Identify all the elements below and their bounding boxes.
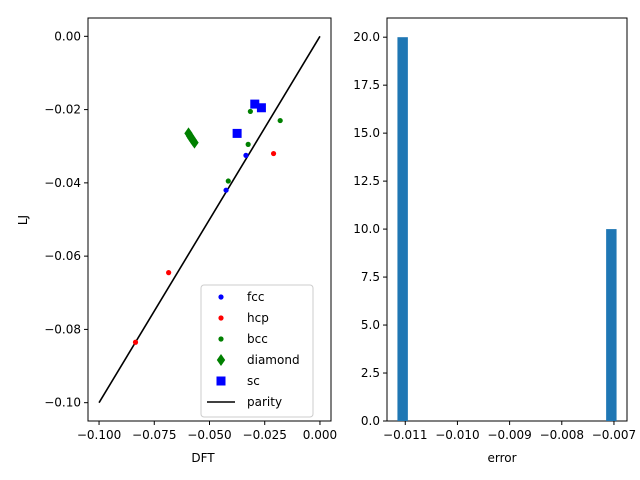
histogram-axes-frame (386, 17, 628, 422)
legend-sc-handle (216, 376, 226, 386)
sc-point (232, 128, 242, 138)
fcc-point (243, 152, 249, 158)
scatter-x-tick-label: −0.100 (77, 428, 121, 442)
histogram-y-tick-label: 0.0 (361, 414, 380, 428)
histogram-y-tick-label: 20.0 (353, 30, 380, 44)
legend-fcc-label: fcc (247, 290, 264, 304)
histogram-x-tick-label: −0.011 (383, 428, 427, 442)
scatter-y-tick-label: −0.10 (44, 396, 81, 410)
histogram-bar (397, 37, 408, 421)
scatter-x-tick-label: 0.000 (303, 428, 337, 442)
legend-diamond-label: diamond (247, 353, 300, 367)
legend-fcc-handle (218, 294, 224, 300)
histogram-y-tick-label: 2.5 (361, 366, 380, 380)
histogram-bar (606, 229, 617, 421)
legend-bcc-handle (218, 336, 224, 342)
bcc-point (245, 141, 251, 147)
scatter-marks (98, 35, 321, 404)
legend-hcp-label: hcp (247, 311, 269, 325)
scatter-legend: fcc hcp bcc diamond sc parity (200, 284, 314, 418)
bcc-point (247, 108, 253, 115)
histogram-x-ticks: −0.011 −0.010 −0.009 −0.008 −0.007 (383, 421, 636, 442)
hcp-point (270, 150, 277, 157)
histogram-plot: −0.011 −0.010 −0.009 −0.008 −0.007 0.0 2.5 5.0… (353, 17, 636, 465)
histogram-y-tick-label: 12.5 (353, 174, 380, 188)
hcp-point (166, 270, 172, 276)
histogram-y-tick-label: 15.0 (353, 126, 380, 140)
legend-sc-label: sc (247, 374, 260, 388)
legend-parity-label: parity (247, 395, 282, 409)
histogram-x-tick-label: −0.008 (540, 428, 584, 442)
legend-bcc-label: bcc (247, 332, 268, 346)
histogram-y-ticks: 0.0 2.5 5.0 7.5 10.0 12.5 15.0 17.5 20.0 (353, 30, 387, 428)
scatter-y-tick-label: 0.00 (54, 29, 81, 43)
scatter-y-tick-label: −0.08 (44, 322, 81, 336)
histogram-y-tick-label: 17.5 (353, 78, 380, 92)
scatter-y-tick-label: −0.02 (44, 103, 81, 117)
hcp-point (132, 339, 139, 345)
scatter-plot: −0.100 −0.075 −0.050 −0.025 0.000 −0.10 −0.08… (16, 17, 337, 465)
scatter-y-axis-label: LJ (16, 215, 30, 225)
histogram-x-tick-label: −0.010 (435, 428, 479, 442)
scatter-x-tick-label: −0.075 (132, 428, 176, 442)
scatter-x-ticks: −0.100 −0.075 −0.050 −0.025 0.000 (77, 421, 337, 442)
legend-diamond-handle (216, 354, 226, 366)
legend-hcp-handle (218, 315, 224, 321)
histogram-x-tick-label: −0.007 (592, 428, 636, 442)
diamond-point (190, 136, 199, 149)
scatter-y-tick-label: −0.04 (44, 176, 81, 190)
bcc-point (225, 178, 231, 184)
sc-point (250, 99, 260, 109)
histogram-y-tick-label: 5.0 (361, 318, 380, 332)
legend-box (200, 284, 314, 418)
scatter-x-axis-label: DFT (191, 451, 215, 465)
fcc-point (223, 187, 229, 193)
scatter-x-tick-label: −0.050 (187, 428, 231, 442)
histogram-y-tick-label: 7.5 (361, 270, 380, 284)
scatter-y-ticks: −0.10 −0.08 −0.06 −0.04 −0.02 0.00 (44, 29, 88, 410)
histogram-bars (397, 37, 617, 421)
histogram-y-tick-label: 10.0 (353, 222, 380, 236)
scatter-y-tick-label: −0.06 (44, 249, 81, 263)
bcc-point (277, 117, 283, 124)
scatter-x-tick-label: −0.025 (243, 428, 287, 442)
histogram-x-axis-label: error (487, 451, 516, 465)
histogram-x-tick-label: −0.009 (487, 428, 531, 442)
sc-point (256, 103, 266, 113)
